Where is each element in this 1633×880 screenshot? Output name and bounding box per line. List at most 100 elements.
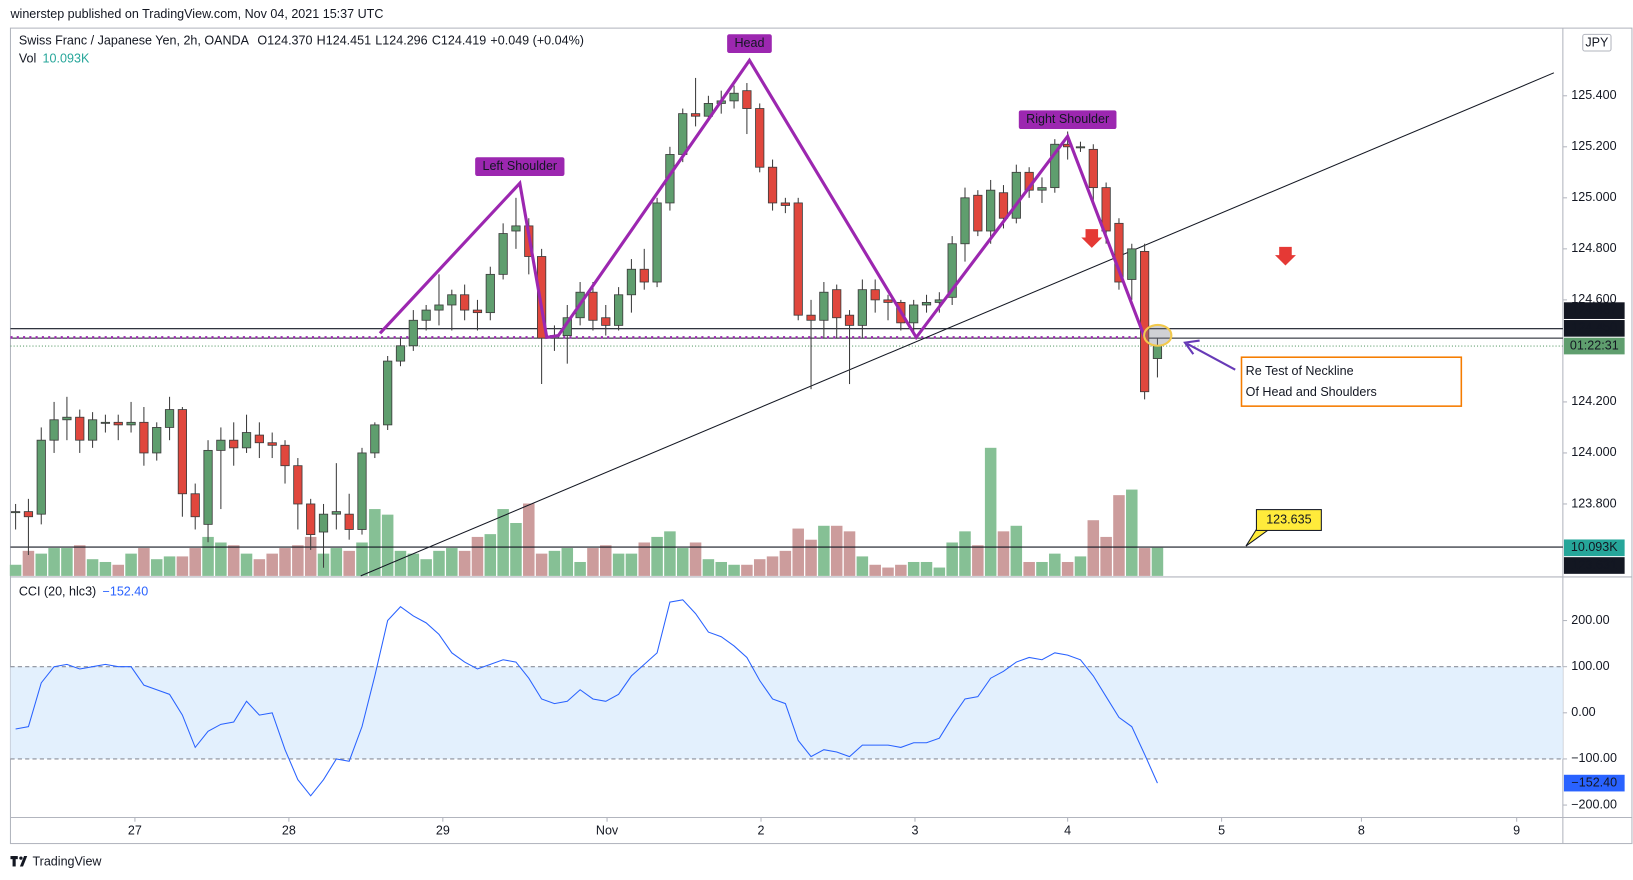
volume-bar [125, 553, 137, 576]
plot: 125.400125.200125.000124.800124.600124.2… [9, 34, 1625, 837]
volume-bar [292, 545, 304, 576]
volume-bar [369, 509, 381, 576]
volume-bar [471, 536, 484, 576]
volume-bar [997, 531, 1010, 576]
candle-body [588, 291, 598, 321]
price-badge-bg [1563, 539, 1625, 557]
price-badge: 124.487 [1563, 302, 1625, 319]
volume-bar [1023, 561, 1035, 576]
price-badge: 01:22:31 [1563, 337, 1625, 355]
price-badge-bg [1563, 337, 1625, 355]
volume-bar [304, 536, 317, 576]
volume-bar [561, 548, 574, 576]
volume-bar [497, 509, 509, 576]
pattern-label-text: Left Shoulder [482, 159, 557, 173]
volume-bar [612, 553, 625, 576]
cci-badge-text: −152.40 [1571, 775, 1617, 789]
y-tick-label: 125.200 [1571, 139, 1616, 153]
annotation-line: Re Test of Neckline [1246, 364, 1354, 378]
price-badge-text: 123.631 [1572, 558, 1617, 572]
volume-bar [625, 553, 638, 576]
volume-bar [984, 447, 997, 576]
volume-legend: Vol 10.093K [19, 52, 90, 66]
volume-bar [805, 539, 817, 576]
price-badge-bg [1563, 557, 1625, 574]
frame [9, 27, 1633, 845]
candle-body [883, 299, 893, 303]
volume-bar [651, 536, 663, 576]
candle-body [357, 452, 367, 530]
candle-body [241, 432, 252, 449]
candle-body [780, 202, 790, 206]
legend: Swiss Franc / Japanese Yen, 2h, OANDA O12… [19, 34, 584, 48]
candle-body [652, 202, 662, 283]
candle-body [75, 416, 85, 441]
x-tick-label: 9 [1513, 823, 1520, 837]
volume-bar [535, 553, 548, 576]
currency: JPY [1585, 36, 1609, 50]
candle-body [857, 289, 867, 326]
x-tick-label: 28 [282, 823, 296, 837]
volume-value: 10.093K [43, 52, 90, 66]
volume-bar [48, 548, 60, 576]
publisher: winerstep published on TradingView.com, … [9, 7, 383, 21]
candle-body [126, 421, 136, 426]
volume-bar [1100, 536, 1112, 576]
candle-body [1050, 143, 1060, 189]
candle-body [254, 434, 264, 444]
volume-bar [638, 542, 651, 576]
volume-bar [9, 564, 22, 576]
currency-badge[interactable] [1582, 33, 1612, 52]
pattern-label-bg [1018, 110, 1117, 130]
candle-body [331, 511, 341, 515]
volume-bar [150, 559, 163, 576]
callout-box [1255, 509, 1322, 531]
volume-bar [1049, 553, 1061, 576]
candle-body [755, 108, 765, 168]
cci-tick-label: −200.00 [1571, 797, 1617, 811]
volume-bar [818, 525, 830, 576]
candle-body [742, 90, 752, 109]
volume-bar [227, 545, 240, 576]
volume-bar [240, 553, 253, 576]
volume-bar [843, 531, 856, 576]
price-badge: 10.093K [1563, 539, 1625, 557]
candle-body [1127, 248, 1137, 280]
candle-body [434, 304, 444, 311]
candle-body [408, 319, 418, 347]
volume-bar [112, 564, 124, 576]
candle-body [806, 314, 816, 321]
x-tick-label: Nov [596, 823, 619, 837]
candle-body [998, 192, 1009, 219]
head-shoulders [378, 57, 1147, 341]
candle-body [293, 465, 303, 505]
candle-body [383, 360, 393, 426]
candle-body [960, 197, 970, 245]
volume-bar [163, 556, 176, 576]
candle-body [190, 493, 200, 518]
cci-badge-bg [1563, 774, 1625, 792]
candle-body [472, 309, 483, 314]
candle-body [344, 513, 354, 530]
volume-bar [753, 559, 766, 576]
volume-bar [856, 556, 869, 576]
volume-bar [959, 531, 971, 576]
cci-tick-label: −100.00 [1571, 751, 1617, 765]
candle-body [1037, 187, 1047, 191]
volume-bar [1113, 495, 1125, 576]
x-tick-label: 27 [128, 823, 142, 837]
candle-body [819, 291, 829, 321]
candle-body [1075, 146, 1086, 149]
price-badge: 123.631 [1563, 557, 1625, 574]
x-tick-label: 29 [436, 823, 450, 837]
x-tick-label: 4 [1064, 823, 1071, 837]
volume-bar [895, 564, 907, 576]
volume-bar [907, 561, 920, 576]
volume-bar [933, 567, 946, 576]
volume-bar [882, 567, 894, 576]
pattern-label-bg [475, 157, 565, 176]
trendline [360, 72, 1555, 577]
candle-body [537, 256, 547, 339]
candle-body [62, 416, 72, 421]
